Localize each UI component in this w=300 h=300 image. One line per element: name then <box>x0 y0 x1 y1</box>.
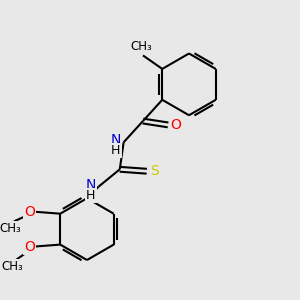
Text: CH₃: CH₃ <box>1 260 23 273</box>
Text: O: O <box>24 239 35 254</box>
Text: CH₃: CH₃ <box>0 222 21 235</box>
Text: H: H <box>111 145 121 158</box>
Text: O: O <box>24 205 35 219</box>
Text: O: O <box>170 118 181 132</box>
Text: N: N <box>86 178 96 192</box>
Text: N: N <box>111 133 121 147</box>
Text: H: H <box>86 189 95 202</box>
Text: CH₃: CH₃ <box>130 40 152 53</box>
Text: S: S <box>150 164 159 178</box>
